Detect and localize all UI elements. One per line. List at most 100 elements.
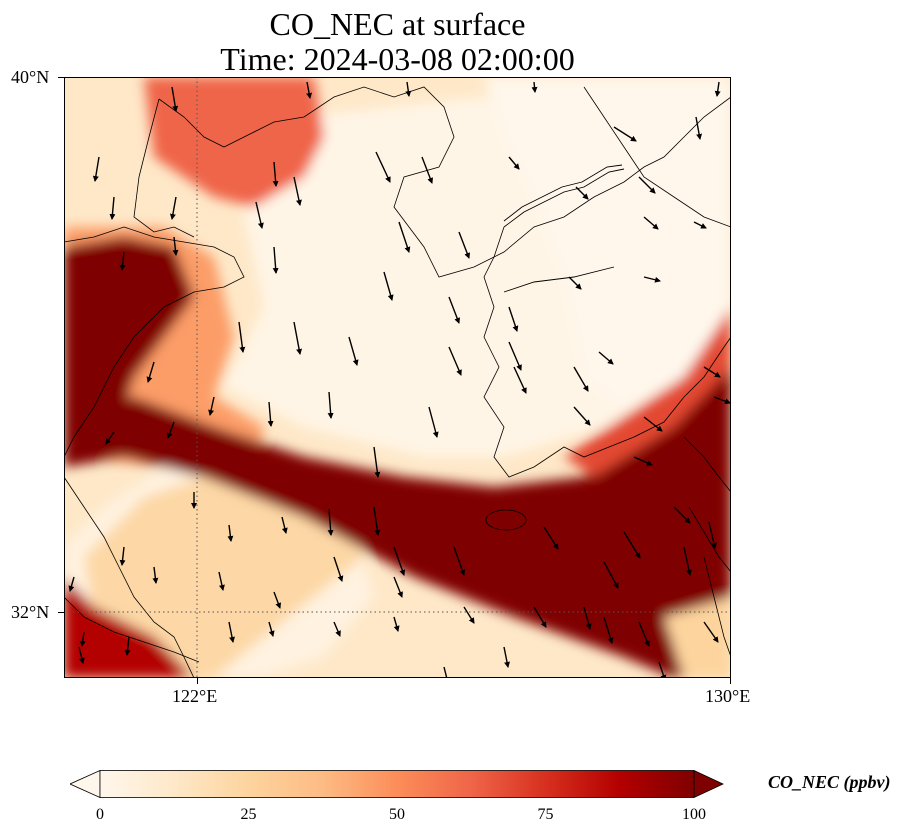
wind-vector-arrow (172, 236, 179, 256)
border-china-north-korea-2 (503, 164, 623, 222)
wind-vector-arrow (327, 391, 334, 419)
wind-vector-arrow (306, 81, 313, 99)
mid-zone-south-east (664, 597, 731, 678)
wind-vector-arrow (673, 506, 691, 524)
wind-vector-arrow (333, 556, 344, 582)
wind-vector-arrow (448, 296, 461, 324)
wind-vector-arrow (713, 396, 731, 405)
wind-vector-arrow (267, 401, 274, 427)
wind-vector-arrow (428, 406, 439, 438)
wind-vector-arrow (68, 576, 75, 592)
wind-vector-arrow (293, 176, 302, 206)
wind-vector-arrow (146, 361, 155, 383)
wind-vector-arrow (78, 646, 85, 664)
wind-vector-arrow (643, 416, 663, 432)
wind-vector-arrow (693, 221, 707, 229)
wind-vector-arrow (598, 351, 614, 365)
coastline-korea-west (483, 226, 731, 478)
wind-vectors (68, 81, 731, 678)
wind-vector-arrow (448, 346, 462, 376)
border-korea-dmz (503, 266, 615, 293)
wind-vector-arrow (573, 406, 591, 426)
map-title: CO_NEC at surface (269, 6, 526, 42)
high-zone-south-west-corner (64, 577, 194, 678)
wind-vector-arrow (333, 621, 341, 637)
wind-vector-arrow (603, 616, 614, 644)
lat-tick-label-32n: 32°N (11, 602, 50, 622)
wind-vector-arrow (92, 156, 100, 182)
wind-vector-arrow (463, 606, 475, 624)
wind-vector-arrow (293, 321, 303, 355)
coastline-jiangsu (64, 476, 195, 678)
wind-vector-arrow (227, 524, 234, 542)
wind-vector-arrow (273, 591, 282, 609)
mid-zone-south-west (84, 477, 364, 678)
wind-vector-arrow (508, 306, 519, 332)
wind-vector-arrow (623, 531, 641, 559)
wind-vector-arrow (531, 81, 538, 93)
wind-vector-arrow (683, 546, 692, 576)
wind-vector-arrow (533, 606, 547, 628)
wind-vector-arrow (272, 246, 279, 274)
wind-vector-arrow (508, 341, 522, 371)
border-china-north-korea (503, 168, 625, 228)
wind-vector-arrow (373, 446, 381, 478)
lon-tick-label-130e: 130°E (705, 686, 751, 706)
mid-edge-korea-south (564, 307, 731, 477)
wind-vector-arrow (603, 561, 619, 589)
wind-vector-arrow (79, 631, 86, 647)
wind-vector-arrow (218, 571, 225, 591)
wind-vector-arrow (703, 366, 721, 378)
colorbar-tick-label-100: 100 (682, 806, 706, 823)
wind-vector-arrow (373, 506, 381, 536)
wind-vector-arrow (708, 521, 717, 549)
colorbar-tick-label-0: 0 (96, 806, 104, 823)
colorbar-outline (99, 770, 695, 798)
wind-vector-arrow (272, 161, 279, 187)
wind-vector-arrow (393, 576, 403, 598)
coastline-liaodong-bay (133, 98, 195, 238)
wind-vector-arrow (575, 186, 589, 200)
lat-tick-32n (58, 612, 64, 613)
wind-vector-arrow (119, 546, 126, 566)
wind-vector-arrow (327, 508, 334, 536)
wind-vector-arrow (398, 221, 411, 253)
colorbar-title: CO_NEC (ppbv) (768, 772, 891, 792)
wind-vector-arrow (703, 621, 719, 643)
colorbar-gradient (100, 770, 694, 798)
wind-vector-arrow (638, 176, 656, 194)
wind-vector-arrow (255, 201, 264, 229)
high-band-central (64, 357, 731, 678)
wind-vector-arrow (124, 636, 131, 656)
lat-tick-label-40n: 40°N (11, 67, 50, 87)
wind-vector-arrow (695, 116, 703, 140)
concentration-field (64, 77, 731, 678)
wind-vector-arrow (383, 271, 394, 301)
wind-vector-arrow (375, 151, 391, 183)
lat-tick-40n (58, 77, 64, 78)
wind-vector-arrow (281, 516, 288, 534)
lon-tick-130e (730, 678, 731, 684)
wind-vector-arrow (208, 396, 215, 416)
wind-vector-arrow (714, 81, 721, 97)
wind-vector-arrow (643, 276, 661, 283)
wind-vector-arrow (169, 196, 177, 220)
wind-vector-arrow (152, 566, 159, 584)
colorbar-tick-label-75: 75 (537, 806, 554, 823)
wind-vector-arrow (643, 216, 659, 230)
map-panel (64, 77, 731, 678)
gridlines (64, 77, 731, 678)
wind-vector-arrow (393, 616, 400, 632)
wind-vector-arrow (119, 251, 126, 271)
coastline-liaodong (158, 86, 731, 278)
colorbar-extend-high (693, 770, 724, 798)
wind-vector-arrow (583, 606, 592, 630)
low-zone-korea (484, 77, 731, 407)
borders (503, 164, 625, 293)
wind-vector-arrow (109, 196, 116, 220)
wind-vector-arrow (166, 421, 175, 439)
colorbar-extend-low (70, 770, 101, 798)
wind-vector-arrow (458, 231, 471, 259)
wind-vector-arrow (543, 526, 559, 550)
colorbar-tick-label-25: 25 (240, 806, 257, 823)
